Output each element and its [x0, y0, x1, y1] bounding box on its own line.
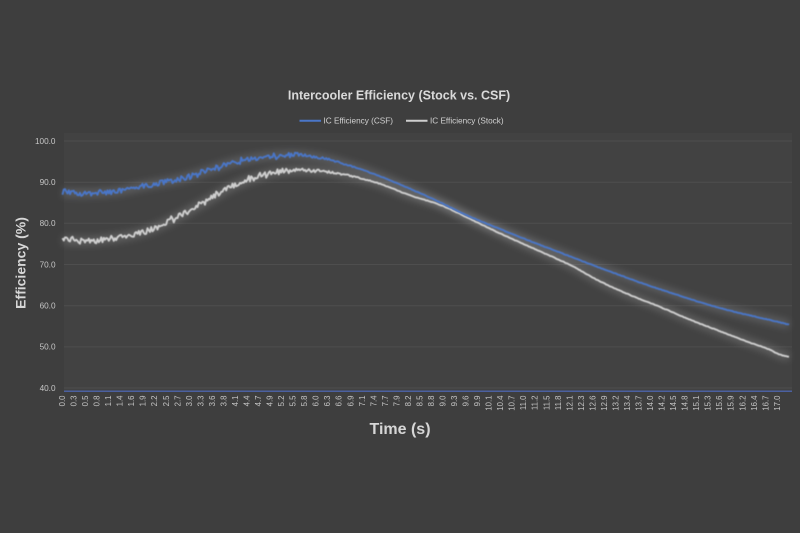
svg-text:12.9: 12.9 — [600, 396, 609, 411]
svg-text:90.0: 90.0 — [40, 178, 56, 187]
svg-text:0.0: 0.0 — [58, 395, 67, 407]
svg-text:IC Efficiency (CSF): IC Efficiency (CSF) — [324, 117, 394, 126]
svg-text:11.5: 11.5 — [542, 395, 551, 410]
svg-text:17.0: 17.0 — [773, 395, 782, 411]
svg-text:15.6: 15.6 — [715, 396, 724, 411]
svg-text:11.2: 11.2 — [531, 396, 540, 411]
svg-text:1.4: 1.4 — [116, 395, 125, 407]
svg-text:5.2: 5.2 — [277, 396, 286, 407]
svg-text:6.3: 6.3 — [323, 396, 332, 407]
svg-text:7.1: 7.1 — [358, 396, 367, 407]
svg-text:60.0: 60.0 — [40, 302, 56, 311]
svg-text:11.8: 11.8 — [554, 396, 563, 411]
svg-text:7.4: 7.4 — [369, 395, 378, 407]
svg-text:2.5: 2.5 — [162, 395, 171, 407]
svg-text:70.0: 70.0 — [40, 260, 56, 269]
svg-text:5.8: 5.8 — [300, 396, 309, 407]
svg-text:4.7: 4.7 — [254, 396, 263, 407]
svg-text:13.7: 13.7 — [635, 396, 644, 411]
svg-text:6.0: 6.0 — [312, 395, 321, 407]
svg-text:6.6: 6.6 — [335, 396, 344, 407]
svg-text:80.0: 80.0 — [40, 219, 56, 228]
svg-text:1.9: 1.9 — [139, 396, 148, 407]
svg-text:3.0: 3.0 — [185, 395, 194, 407]
svg-text:40.0: 40.0 — [40, 384, 56, 393]
svg-text:2.7: 2.7 — [173, 396, 182, 407]
svg-text:16.7: 16.7 — [761, 396, 770, 411]
svg-text:Time (s): Time (s) — [369, 421, 430, 438]
svg-text:9.9: 9.9 — [473, 396, 482, 407]
svg-text:12.3: 12.3 — [577, 396, 586, 411]
svg-text:0.5: 0.5 — [81, 395, 90, 407]
svg-text:Intercooler Efficiency (Stock: Intercooler Efficiency (Stock vs. CSF) — [288, 89, 510, 103]
svg-text:3.3: 3.3 — [196, 396, 205, 407]
svg-text:15.3: 15.3 — [704, 396, 713, 411]
svg-text:16.2: 16.2 — [738, 396, 747, 411]
svg-text:14.2: 14.2 — [658, 396, 667, 411]
svg-text:3.6: 3.6 — [208, 396, 217, 407]
svg-text:9.6: 9.6 — [462, 396, 471, 407]
svg-text:12.1: 12.1 — [565, 396, 574, 411]
svg-text:0.3: 0.3 — [70, 396, 79, 407]
svg-text:9.0: 9.0 — [439, 395, 448, 407]
svg-text:7.9: 7.9 — [392, 396, 401, 407]
svg-text:0.8: 0.8 — [93, 396, 102, 407]
svg-text:1.6: 1.6 — [127, 396, 136, 407]
svg-text:14.0: 14.0 — [646, 395, 655, 411]
svg-text:9.3: 9.3 — [450, 396, 459, 407]
svg-text:8.5: 8.5 — [415, 395, 424, 407]
svg-text:16.4: 16.4 — [750, 395, 759, 411]
svg-text:10.1: 10.1 — [485, 396, 494, 411]
svg-text:10.7: 10.7 — [508, 396, 517, 411]
svg-text:5.5: 5.5 — [289, 395, 298, 407]
svg-text:4.9: 4.9 — [266, 396, 275, 407]
svg-text:100.0: 100.0 — [35, 137, 56, 146]
svg-text:12.6: 12.6 — [588, 396, 597, 411]
svg-text:50.0: 50.0 — [40, 343, 56, 352]
svg-text:14.8: 14.8 — [681, 396, 690, 411]
svg-text:7.7: 7.7 — [381, 396, 390, 407]
svg-text:8.2: 8.2 — [404, 396, 413, 407]
svg-text:Efficiency (%): Efficiency (%) — [13, 217, 29, 309]
svg-text:IC Efficiency (Stock): IC Efficiency (Stock) — [430, 117, 504, 126]
svg-text:2.2: 2.2 — [150, 396, 159, 407]
svg-text:14.5: 14.5 — [669, 395, 678, 411]
svg-text:13.2: 13.2 — [611, 396, 620, 411]
svg-text:15.1: 15.1 — [692, 396, 701, 411]
svg-text:4.4: 4.4 — [243, 395, 252, 407]
svg-text:10.4: 10.4 — [496, 395, 505, 411]
svg-text:6.9: 6.9 — [346, 396, 355, 407]
svg-text:3.8: 3.8 — [219, 396, 228, 407]
svg-text:15.9: 15.9 — [727, 396, 736, 411]
svg-text:1.1: 1.1 — [104, 396, 113, 407]
svg-text:11.0: 11.0 — [519, 395, 528, 410]
svg-text:13.4: 13.4 — [623, 395, 632, 411]
svg-text:4.1: 4.1 — [231, 396, 240, 407]
svg-text:8.8: 8.8 — [427, 396, 436, 407]
